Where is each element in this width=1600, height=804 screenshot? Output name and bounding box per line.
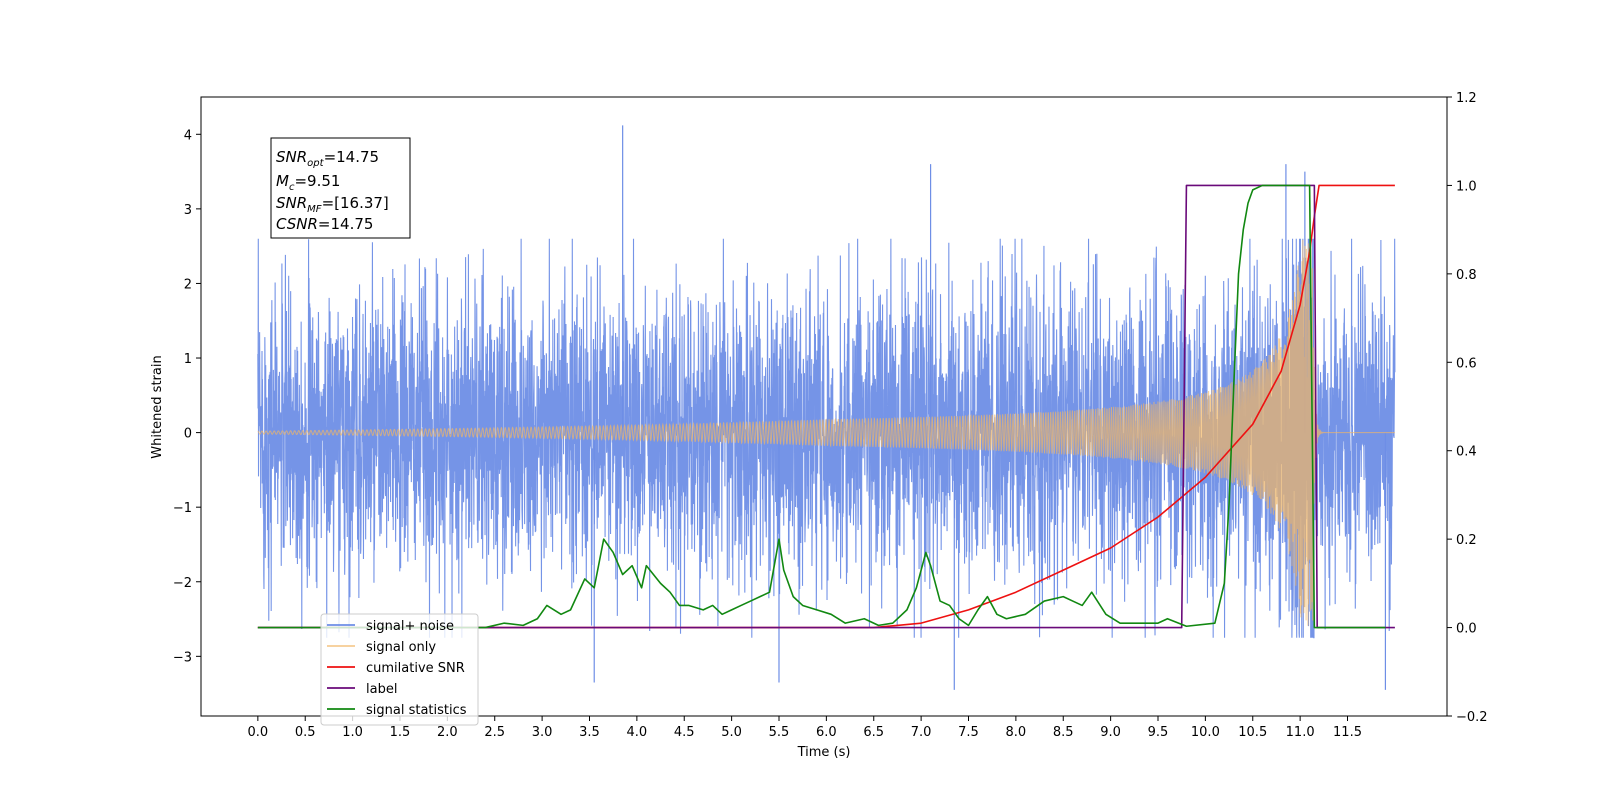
- x-tick-label: 2.5: [484, 725, 505, 740]
- legend-label: label: [366, 682, 397, 697]
- series-line-signal-noise: [257, 238, 1396, 639]
- legend-label: signal only: [366, 640, 436, 655]
- x-tick-label: 4.0: [627, 725, 648, 740]
- x-tick-label: 0.5: [295, 725, 316, 740]
- x-tick-label: 7.0: [911, 725, 932, 740]
- x-tick-label: 4.5: [674, 725, 695, 740]
- legend: signal+ noise signal only cumilative SNR la…: [320, 613, 479, 726]
- x-tick-label: 0.0: [248, 725, 269, 740]
- x-tick-label: 9.0: [1100, 725, 1121, 740]
- y-axis-right: 1.2 1.0 0.8 0.6 0.4 0.2 0.0 −0.2: [1447, 91, 1488, 725]
- legend-label: cumilative SNR: [366, 661, 465, 676]
- x-tick-label: 2.0: [437, 725, 458, 740]
- x-tick-label: 7.5: [958, 725, 979, 740]
- annotation-frame: [270, 137, 411, 239]
- y-tick-label: 0: [184, 427, 192, 442]
- y-axis-left: 4 3 2 1 0 −1 −2 −3: [173, 128, 201, 665]
- x-tick-label: 1.0: [342, 725, 363, 740]
- y-tick-label: 2: [184, 277, 192, 292]
- x-tick-label: 11.5: [1333, 725, 1362, 740]
- x-tick-label: 5.0: [721, 725, 742, 740]
- y-tick-label: 4: [184, 128, 192, 143]
- x-tick-label: 8.0: [1006, 725, 1027, 740]
- x-tick-label: 3.5: [579, 725, 600, 740]
- y2-tick-label: 0.4: [1456, 445, 1477, 460]
- y2-tick-label: −0.2: [1456, 710, 1488, 725]
- x-tick-label: 5.5: [769, 725, 790, 740]
- x-tick-label: 10.0: [1191, 725, 1220, 740]
- y-tick-label: −3: [173, 650, 192, 665]
- y-tick-label: 3: [184, 203, 192, 218]
- y2-tick-label: 1.2: [1456, 91, 1477, 106]
- y-axis-label: Whitened strain: [150, 355, 165, 458]
- x-tick-label: 9.5: [1148, 725, 1169, 740]
- y2-tick-label: 0.8: [1456, 268, 1477, 283]
- snr-annotation-box: SNRopt=14.75 Mc=9.51 SNRMF=[16.37] CSNR=…: [270, 137, 411, 239]
- y2-tick-label: 0.6: [1456, 356, 1477, 371]
- y2-tick-label: 0.2: [1456, 533, 1477, 548]
- x-tick-label: 6.0: [816, 725, 837, 740]
- y2-tick-label: 1.0: [1456, 179, 1477, 194]
- x-tick-label: 10.5: [1238, 725, 1267, 740]
- annotation-snr-mf: SNRMF=[16.37]: [276, 194, 389, 215]
- series-line-signal-statistics: [257, 184, 1386, 629]
- x-tick-label: 6.5: [863, 725, 884, 740]
- y-tick-label: −2: [173, 576, 192, 591]
- legend-frame: [320, 613, 479, 726]
- y-tick-label: 1: [184, 352, 192, 367]
- plot-layer: [257, 125, 1396, 690]
- annotation-chirp-mass: Mc=9.51: [276, 172, 340, 193]
- x-tick-label: 1.5: [390, 725, 411, 740]
- series-line-cumilative-snr: [257, 184, 1395, 629]
- annotation-snr-opt: SNRopt=14.75: [276, 148, 379, 169]
- annotation-csnr: CSNR=14.75: [276, 215, 373, 233]
- legend-label: signal statistics: [366, 703, 467, 718]
- series-line-signal-only: [257, 238, 1395, 626]
- x-axis-label: Time (s): [797, 745, 851, 760]
- x-tick-label: 3.0: [532, 725, 553, 740]
- x-tick-label: 11.0: [1286, 725, 1315, 740]
- legend-label: signal+ noise: [366, 619, 454, 634]
- plot-frame: [200, 96, 1448, 717]
- y-tick-label: −1: [173, 501, 192, 516]
- x-tick-label: 8.5: [1053, 725, 1074, 740]
- y2-tick-label: 0.0: [1456, 622, 1477, 637]
